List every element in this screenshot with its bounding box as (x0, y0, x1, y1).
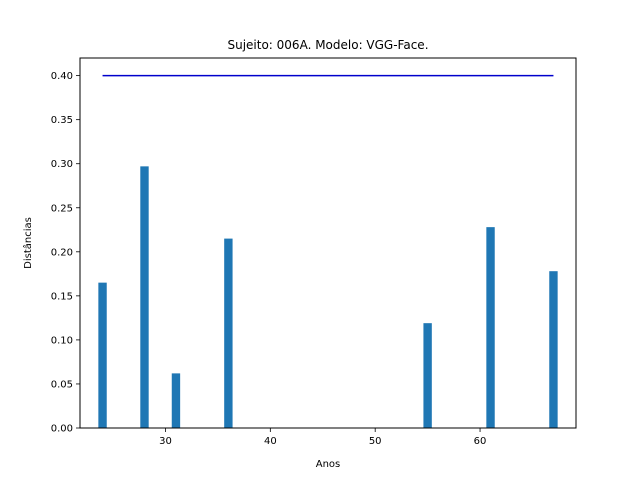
chart-title: Sujeito: 006A. Modelo: VGG-Face. (227, 38, 428, 52)
bar-4 (423, 323, 432, 428)
plot-frame (79, 57, 577, 429)
x-tick-label-3: 60 (474, 436, 487, 447)
y-tick-label-4: 0.20 (51, 247, 73, 258)
bar-2 (171, 373, 181, 428)
y-tick-label-1: 0.05 (51, 379, 73, 390)
x-tick-label-2: 50 (369, 436, 382, 447)
y-tick-label-2: 0.10 (51, 335, 73, 346)
bar-5 (486, 227, 495, 428)
y-tick-label-6: 0.30 (51, 159, 73, 170)
y-axis: 0.00 0.05 0.10 0.15 0.20 0.25 0.30 0.35 0.40 (51, 71, 80, 435)
x-tick-label-0: 30 (159, 436, 172, 447)
x-axis-label: Anos (316, 459, 341, 470)
bar-3 (224, 238, 233, 428)
bar-6 (549, 271, 558, 428)
bar-0 (98, 282, 107, 428)
bars (98, 166, 558, 428)
y-axis-label: Distâncias (22, 217, 34, 269)
y-tick-label-8: 0.40 (51, 71, 73, 82)
plot-background (80, 58, 576, 428)
y-tick-label-7: 0.35 (51, 115, 73, 126)
y-tick-label-5: 0.25 (51, 203, 73, 214)
plot-area (79, 57, 577, 429)
bar-1 (140, 166, 149, 428)
y-tick-label-3: 0.15 (51, 291, 73, 302)
y-tick-label-0: 0.00 (51, 424, 73, 435)
x-axis: 30 40 50 60 (159, 428, 486, 447)
x-tick-label-1: 40 (264, 436, 277, 447)
